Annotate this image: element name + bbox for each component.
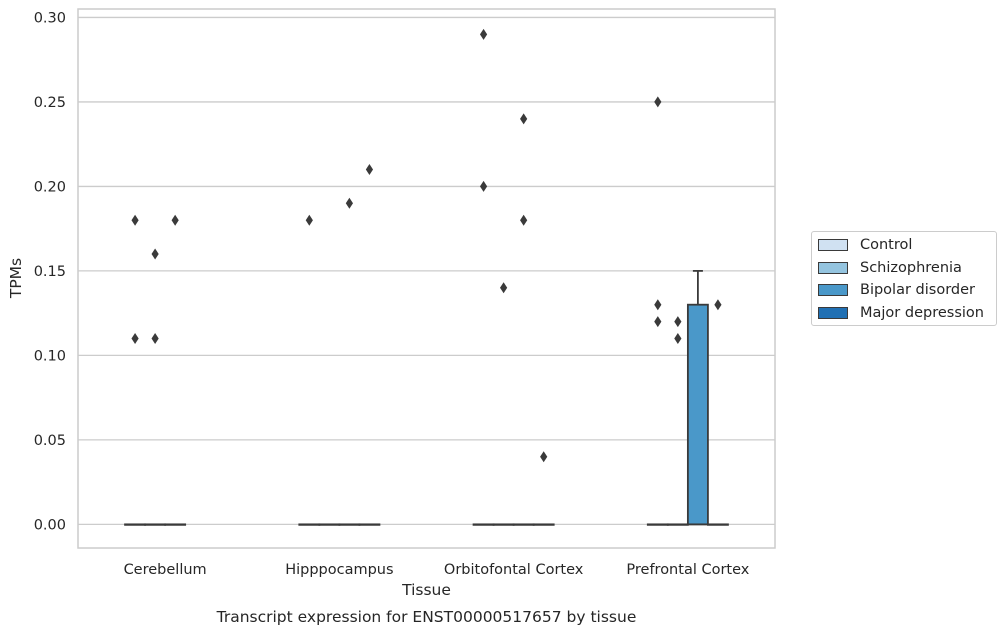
outlier-point — [345, 197, 353, 209]
x-tick-label: Orbitofontal Cortex — [444, 562, 584, 578]
outlier-point — [305, 214, 313, 226]
plot-frame — [77, 8, 776, 549]
outlier-point — [654, 96, 662, 108]
x-tick-label: Hipppocampus — [285, 562, 393, 578]
outlier-point — [520, 214, 528, 226]
outlier-point — [674, 332, 682, 344]
outlier-point — [365, 164, 374, 176]
legend-swatch-bipolar-disorder — [818, 284, 848, 296]
legend-item-schizophrenia: Schizophrenia — [818, 258, 962, 278]
legend-swatch-major-depression — [818, 307, 848, 319]
y-tick-labels: 0.00 0.05 0.10 0.15 0.20 0.25 0.30 — [34, 10, 66, 533]
y-tick-label: 0.05 — [34, 433, 66, 449]
legend-label-bipolar-disorder: Bipolar disorder — [860, 282, 975, 298]
legend-label-major-depression: Major depression — [860, 305, 984, 321]
outlier-point — [520, 113, 528, 125]
x-axis-title: Tissue — [401, 581, 451, 599]
legend-swatch-control — [818, 239, 848, 251]
outlier-point — [500, 282, 508, 294]
x-tick-label: Prefrontal Cortex — [626, 562, 749, 578]
outlier-point — [479, 180, 488, 192]
legend-label-control: Control — [860, 237, 913, 253]
chart-title: Transcript expression for ENST0000051765… — [216, 608, 637, 626]
y-axis-title: TPMs — [7, 258, 25, 299]
y-tick-label: 0.15 — [34, 264, 66, 280]
x-tick-label: Cerebellum — [124, 562, 207, 578]
outlier-point — [151, 248, 159, 260]
y-tick-label: 0.30 — [34, 10, 66, 26]
outlier-point — [479, 28, 488, 40]
y-tick-label: 0.10 — [34, 348, 66, 364]
outlier-point — [131, 332, 139, 344]
plot-background — [78, 9, 775, 548]
legend-label-schizophrenia: Schizophrenia — [860, 260, 962, 276]
legend-item-control: Control — [818, 235, 912, 255]
outlier-point — [151, 332, 159, 344]
legend-swatch-schizophrenia — [818, 262, 848, 274]
outlier-point — [654, 299, 662, 311]
outlier-point — [674, 316, 682, 328]
outlier-point — [171, 214, 179, 226]
outlier-point — [654, 316, 662, 328]
legend: Control Schizophrenia Bipolar disorder M… — [811, 231, 997, 326]
y-tick-label: 0.25 — [34, 95, 66, 111]
x-tick-labels: Cerebellum Hipppocampus Orbitofontal Corte… — [124, 562, 750, 578]
legend-item-bipolar-disorder: Bipolar disorder — [818, 280, 975, 300]
y-tick-label: 0.20 — [34, 179, 66, 195]
box — [686, 303, 709, 526]
outlier-point — [540, 451, 548, 463]
box-series — [124, 28, 729, 526]
legend-item-major-depression: Major depression — [818, 303, 984, 323]
y-tick-label: 0.00 — [34, 517, 66, 533]
outlier-point — [714, 299, 722, 311]
outlier-point — [131, 214, 139, 226]
